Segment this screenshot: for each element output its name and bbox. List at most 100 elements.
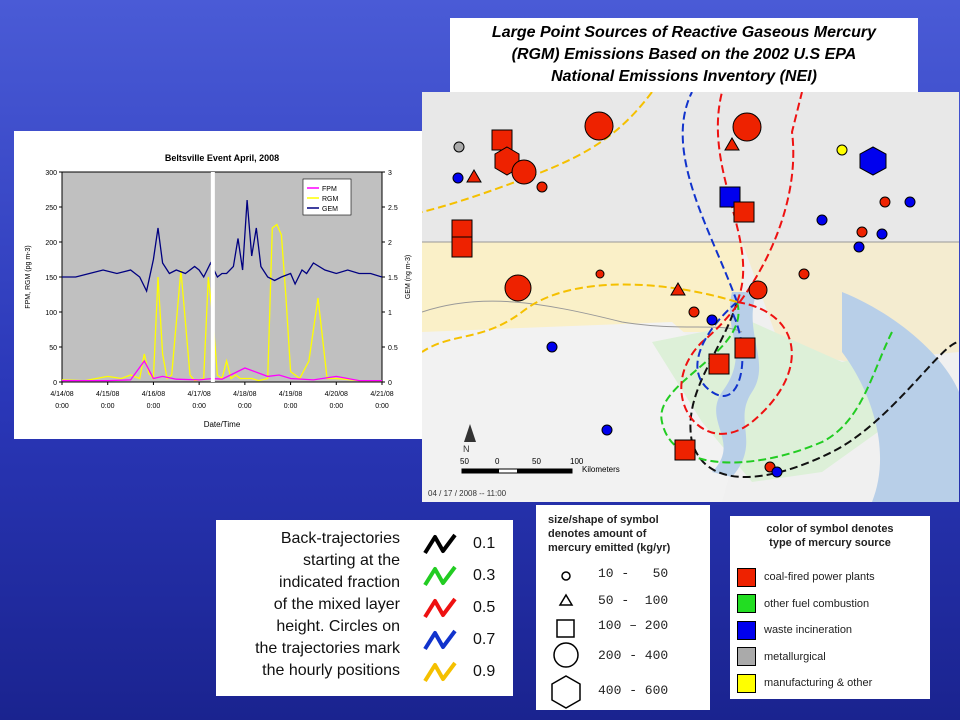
source-coal-triangle xyxy=(466,169,482,183)
source-coal xyxy=(688,306,700,318)
color-label: other fuel combustion xyxy=(764,597,870,610)
title-line-1: Large Point Sources of Reactive Gaseous … xyxy=(491,24,877,41)
legend-label: RGM xyxy=(322,196,339,203)
x-tick-date: 4/19/08 xyxy=(279,391,302,398)
potomac-river xyxy=(421,300,743,333)
trajectory-description: Back-trajectories starting at the indica… xyxy=(200,528,400,682)
source-coal-circle-large xyxy=(584,111,614,141)
size-label: 50 - 100 xyxy=(598,593,669,608)
x-tick-date: 4/21/08 xyxy=(370,391,393,398)
trajectory-fraction-label: 0.1 xyxy=(473,535,496,552)
trajectory-items: 0.1 0.3 0.5 0.7 0.9 xyxy=(421,528,511,688)
trajectory-swatch-icon xyxy=(423,533,457,555)
source-coal-square xyxy=(451,236,473,258)
size-header-line: mercury emitted (kg/yr) xyxy=(548,542,671,554)
trajectory-fraction-label: 0.9 xyxy=(473,663,496,680)
x-tick-date: 4/18/08 xyxy=(233,391,256,398)
scale-label-2: 0 xyxy=(495,457,500,466)
source-waste xyxy=(452,172,464,184)
circle-large-icon xyxy=(553,642,579,668)
legend-label: FPM xyxy=(322,186,337,193)
trajectory-swatch-icon xyxy=(423,629,457,651)
north-label: N xyxy=(463,444,470,454)
color-label: coal-fired power plants xyxy=(764,571,875,584)
size-legend: size/shape of symbol denotes amount of m… xyxy=(536,505,710,710)
x-tick-date: 4/17/08 xyxy=(187,391,210,398)
source-coal xyxy=(856,226,868,238)
source-coal-square xyxy=(733,201,755,223)
trajectory-map: N 50 0 50 100 Kilometers 04 / 17 / 2008 … xyxy=(421,91,960,502)
size-label: 10 - 50 xyxy=(598,566,669,581)
x-axis-label: Date/Time xyxy=(204,420,241,429)
beltsville-chart: Beltsville Event April, 2008050100150200… xyxy=(25,153,412,429)
legend-label: GEM xyxy=(322,206,338,213)
trajectory-text-line: Back-trajectories xyxy=(280,530,400,547)
source-waste xyxy=(876,228,888,240)
size-label: 400 - 600 xyxy=(598,683,669,698)
scale-unit: Kilometers xyxy=(582,465,620,474)
size-label: 100 – 200 xyxy=(598,618,669,633)
source-coal xyxy=(879,196,891,208)
color-swatch xyxy=(737,647,756,667)
y2-tick-label: 2.5 xyxy=(388,205,398,212)
north-arrow xyxy=(464,424,476,442)
trajectory-text-line: the trajectories mark xyxy=(255,640,400,657)
trajectory-text-line: height. Circles on xyxy=(276,618,400,635)
color-label: waste incineration xyxy=(764,624,853,637)
source-coal-square xyxy=(491,129,513,151)
x-tick-time: 0:00 xyxy=(284,403,298,410)
source-coal-square xyxy=(734,337,756,359)
trajectory-swatch-icon xyxy=(423,565,457,587)
y2-axis-label: GEM (ng m-3) xyxy=(405,255,412,299)
y-tick-label: 150 xyxy=(45,275,57,282)
y2-tick-label: 0.5 xyxy=(388,345,398,352)
y-tick-label: 50 xyxy=(49,345,57,352)
source-coal xyxy=(595,269,605,279)
size-legend-shapes xyxy=(551,571,581,709)
y-tick-label: 250 xyxy=(45,205,57,212)
source-coal-square xyxy=(708,353,730,375)
color-label: manufacturing & other xyxy=(764,677,873,690)
size-header-line: size/shape of symbol xyxy=(548,514,659,526)
map-panel: N 50 0 50 100 Kilometers 04 / 17 / 2008 … xyxy=(421,91,960,502)
x-tick-date: 4/14/08 xyxy=(50,391,73,398)
series-line-rgm xyxy=(61,223,382,382)
source-coal-triangle xyxy=(670,282,686,296)
title-box: Large Point Sources of Reactive Gaseous … xyxy=(450,18,918,92)
trajectory-text-line: the hourly positions xyxy=(262,662,400,679)
source-waste xyxy=(904,196,916,208)
trajectory-item: 0.3 xyxy=(421,560,511,592)
color-legend: color of symbol denotes type of mercury … xyxy=(730,516,930,699)
trajectory-fraction-label: 0.3 xyxy=(473,567,496,584)
x-tick-time: 0:00 xyxy=(55,403,69,410)
x-tick-time: 0:00 xyxy=(329,403,343,410)
size-legend-header: size/shape of symbol denotes amount of m… xyxy=(548,513,670,555)
x-tick-date: 4/16/08 xyxy=(142,391,165,398)
source-coal-circle-large xyxy=(504,274,532,302)
size-header-line: denotes amount of xyxy=(548,528,647,540)
trajectory-item: 0.5 xyxy=(421,592,511,624)
x-tick-date: 4/15/08 xyxy=(96,391,119,398)
x-tick-time: 0:00 xyxy=(375,403,389,410)
map-timestamp: 04 / 17 / 2008 -- 11:00 xyxy=(428,489,507,498)
title-line-2: (RGM) Emissions Based on the 2002 U.S EP… xyxy=(511,46,857,63)
hexagon-icon xyxy=(551,675,581,709)
scale-label-3: 50 xyxy=(532,457,541,466)
x-tick-date: 4/20/08 xyxy=(325,391,348,398)
scale-bar xyxy=(461,468,573,474)
trajectory-item: 0.7 xyxy=(421,624,511,656)
trajectory-0-1 xyxy=(689,301,960,478)
source-coal-square xyxy=(674,439,696,461)
triangle-icon xyxy=(558,593,574,606)
source-waste xyxy=(853,241,865,253)
chart-title: Beltsville Event April, 2008 xyxy=(165,153,279,163)
y2-tick-label: 2 xyxy=(388,240,392,247)
color-legend-header: color of symbol denotes type of mercury … xyxy=(730,522,930,550)
source-coal-circle-large xyxy=(732,112,762,142)
size-label: 200 - 400 xyxy=(598,648,669,663)
source-coal xyxy=(536,181,548,193)
color-items: coal-fired power plants other fuel combus… xyxy=(737,564,875,697)
y-tick-label: 300 xyxy=(45,170,57,177)
source-coal-circle-large xyxy=(511,159,537,185)
y-tick-label: 200 xyxy=(45,240,57,247)
